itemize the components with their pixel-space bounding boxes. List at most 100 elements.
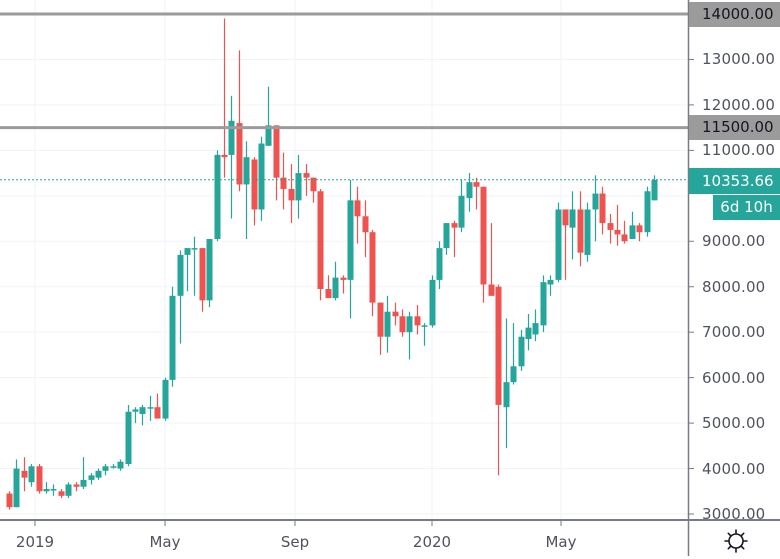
candle-up xyxy=(629,225,636,239)
candle-up xyxy=(169,295,176,380)
candle-down xyxy=(399,316,406,333)
candle-down xyxy=(369,232,376,303)
price-axis-label: 7000.00 xyxy=(702,323,766,342)
candle-down xyxy=(73,484,80,487)
candle-up xyxy=(191,248,198,250)
candle-down xyxy=(480,186,487,285)
candle-down xyxy=(221,154,228,158)
candle-up xyxy=(125,411,132,464)
candle-down xyxy=(473,182,480,187)
price-axis-label: 4000.00 xyxy=(702,459,766,478)
candle-down xyxy=(340,277,347,280)
candle-up xyxy=(258,143,265,210)
candle-down xyxy=(577,209,584,253)
candle-down xyxy=(58,491,65,496)
candle-up xyxy=(458,195,465,228)
candle-down xyxy=(310,177,317,192)
time-axis-label: May xyxy=(149,533,181,551)
chart-settings-button[interactable] xyxy=(722,527,750,555)
candle-down xyxy=(636,225,643,233)
candle-down xyxy=(362,216,369,233)
candle-down xyxy=(377,302,384,337)
candle-down xyxy=(199,248,206,301)
candle-up xyxy=(547,279,554,285)
candle-down xyxy=(273,125,280,178)
price-axis-label: 8000.00 xyxy=(702,277,766,296)
candle-up xyxy=(147,407,154,409)
candle-up xyxy=(65,484,72,496)
gear-icon xyxy=(724,529,748,553)
candle-up xyxy=(110,466,117,468)
candle-down xyxy=(451,223,458,228)
candle-up xyxy=(347,200,354,280)
price-axis-label: 12000.00 xyxy=(702,95,776,114)
candle-down xyxy=(354,200,361,217)
candle-up xyxy=(569,209,576,228)
candle-up xyxy=(13,468,20,508)
candle-up xyxy=(503,382,510,408)
candle-down xyxy=(21,470,28,478)
candle-up xyxy=(28,466,35,483)
candle-up xyxy=(117,461,124,469)
candle-down xyxy=(607,223,614,230)
candle-up xyxy=(50,489,57,491)
candle-down xyxy=(392,311,399,317)
price-axis-label: 3000.00 xyxy=(702,505,766,523)
candle-up xyxy=(132,409,139,412)
candle-down xyxy=(36,466,43,492)
candle-down xyxy=(562,209,569,226)
time-axis-label: Sep xyxy=(280,533,310,551)
candle-down xyxy=(280,177,287,189)
candle-up xyxy=(139,407,146,414)
candle-up xyxy=(177,254,184,296)
candle-up xyxy=(43,489,50,492)
candle-down xyxy=(614,229,621,235)
candle-up xyxy=(532,323,539,335)
candle-up xyxy=(443,223,450,249)
price-axis-label: 9000.00 xyxy=(702,232,766,251)
bar-countdown-label: 6d 10h xyxy=(713,195,780,220)
candle-up xyxy=(651,179,658,201)
horizontal-level-price-label: 14000.00 xyxy=(689,1,780,27)
time-axis-label: May xyxy=(545,533,577,551)
price-axis-label: 11000.00 xyxy=(702,141,776,160)
candle-up xyxy=(421,325,428,327)
candle-up xyxy=(228,120,235,155)
candle-up xyxy=(510,366,517,383)
candle-up xyxy=(406,316,413,333)
candle-up xyxy=(555,209,562,280)
candle-up xyxy=(102,466,109,471)
candle-down xyxy=(414,316,421,326)
candle-up xyxy=(162,379,169,419)
candle-up xyxy=(80,479,87,487)
price-axis-label: 5000.00 xyxy=(702,414,766,433)
candle-down xyxy=(325,289,332,299)
candle-up xyxy=(592,193,599,210)
candle-up xyxy=(644,191,651,233)
candle-up xyxy=(206,239,213,301)
candle-down xyxy=(251,159,258,210)
candle-up xyxy=(295,173,302,201)
time-axis-label: 2020 xyxy=(412,533,452,551)
candle-down xyxy=(495,286,502,405)
candle-down xyxy=(317,191,324,289)
candle-up xyxy=(384,311,391,337)
candle-up xyxy=(429,279,436,326)
last-price-label: 10353.66 xyxy=(689,168,780,194)
candle-up xyxy=(332,277,339,299)
candle-up xyxy=(265,125,272,146)
candle-down xyxy=(154,407,161,419)
candle-up xyxy=(243,157,250,185)
candle-up xyxy=(184,248,191,255)
candle-up xyxy=(466,182,473,199)
horizontal-level-price-label: 11500.00 xyxy=(689,115,780,141)
candle-up xyxy=(584,209,591,255)
candle-down xyxy=(288,189,295,201)
candle-up xyxy=(518,336,525,367)
candle-up xyxy=(436,248,443,280)
time-axis-label: 2019 xyxy=(15,533,55,551)
candle-down xyxy=(236,123,243,185)
candle-up xyxy=(88,475,95,480)
